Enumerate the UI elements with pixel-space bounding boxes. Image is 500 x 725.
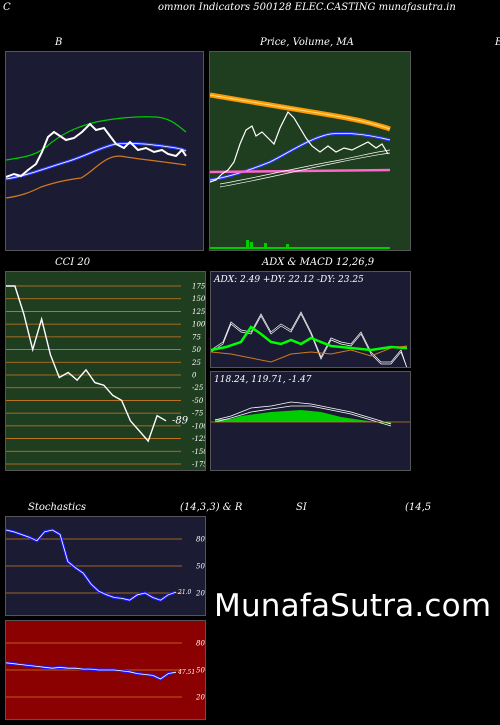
stoch-tick-label: 50: [196, 563, 205, 571]
price-title: Price, Volume, MA: [260, 37, 354, 48]
ma-pink: [209, 168, 391, 174]
cci-tick-label: 125: [192, 308, 205, 316]
adx-minus-di: [210, 313, 408, 369]
bollinger-price-line: [5, 122, 187, 178]
cci-last-value: -89: [172, 415, 189, 426]
cci-tick-label: -100: [192, 422, 205, 430]
watermark: MunafaSutra.com: [214, 588, 492, 624]
cci-tick-label: -175: [192, 461, 205, 469]
rsi-last-value: 47.51: [177, 669, 195, 676]
price-chart: [209, 92, 391, 249]
cci-tick-label: 150: [192, 295, 205, 303]
macd-panel: 118.24, 119.71, -1.47: [210, 371, 411, 471]
bollinger-panel: [5, 51, 204, 251]
cci-tick-label: -150: [192, 448, 205, 456]
bollinger-upper-band: [5, 116, 187, 161]
rsi-tick-label: 80: [196, 640, 205, 648]
macd-signal: [214, 405, 392, 427]
bollinger-title: B: [55, 37, 63, 48]
stoch-title-si: SI: [296, 502, 307, 513]
price-title-3: MA: [336, 37, 354, 48]
page-title: ommon Indicators 500128 ELEC.CASTING mun…: [158, 2, 456, 13]
cci-tick-label: -50: [192, 397, 204, 405]
rsi-panel: 80 50 20 47.51: [5, 620, 206, 720]
volume-bar-2: [250, 242, 253, 249]
cci-panel: 175 150 125 100 75 50 25 0 -25 -50 -75 -100 -125 -150…: [5, 271, 208, 471]
macd-line: [214, 401, 392, 425]
stoch-line-core: [5, 529, 177, 601]
cci-tick-label: 50: [192, 346, 201, 354]
ma-white-thin-2: [219, 152, 391, 188]
rsi-line: [5, 661, 177, 681]
cci-tick-label: 75: [192, 333, 201, 341]
stoch-tick-label: 80: [196, 536, 205, 544]
volume-bar-4: [286, 244, 289, 249]
ma-long-orange: [209, 92, 391, 132]
cci-title: CCI 20: [55, 257, 91, 268]
price-panel: [209, 51, 411, 251]
adx-plus-di: [210, 311, 408, 369]
cci-chart: 175 150 125 100 75 50 25 0 -25 -50 -75 -100 -125 -150…: [6, 283, 208, 469]
stoch-title-left: Stochastics: [28, 502, 86, 513]
bollinger-lower-band: [5, 155, 187, 199]
rsi-line-core: [5, 662, 177, 680]
cci-tick-label: 175: [192, 283, 205, 291]
adx-readout: ADX: 2.49 +DY: 22.12 -DY: 23.25: [214, 275, 364, 285]
cci-tick-label: -75: [192, 410, 204, 418]
stoch-panel: 80 50 20 21.0: [5, 516, 206, 616]
volume-bar-1: [246, 240, 249, 249]
cci-tick-label: -125: [192, 435, 205, 443]
right-letter: E: [495, 37, 500, 48]
cci-tick-label: 0: [192, 372, 197, 380]
adx-panel: ADX: 2.49 +DY: 22.12 -DY: 23.25: [210, 271, 411, 369]
ma-blue: [209, 131, 391, 182]
price-line: [209, 110, 389, 183]
stoch-line: [5, 528, 177, 602]
volume-bars-base: [210, 247, 390, 249]
corner-letter: C: [3, 2, 11, 13]
stoch-tick-label: 20: [195, 590, 205, 598]
price-title-2: Volume,: [292, 37, 334, 48]
macd-readout: 118.24, 119.71, -1.47: [214, 375, 312, 385]
macd-histogram: [215, 410, 391, 424]
ma-long-orange-core: [209, 94, 391, 130]
rsi-tick-label: 50: [196, 667, 205, 675]
cci-tick-label: 25: [191, 359, 201, 367]
cci-tick-label: 100: [192, 321, 205, 329]
cci-tick-label: -25: [192, 384, 204, 392]
adx-orange: [210, 345, 408, 363]
stoch-last-value: 21.0: [177, 589, 192, 596]
rsi-tick-label: 20: [195, 694, 205, 702]
adx-line: [210, 325, 408, 352]
stoch-title-right: (14,5: [405, 502, 432, 513]
volume-bar-3: [264, 243, 267, 249]
macd-chart: [211, 401, 410, 427]
cci-line: [6, 285, 167, 443]
ma-white-thin-1: [219, 149, 391, 185]
adx-title: ADX & MACD 12,26,9: [262, 257, 375, 268]
price-title-1: Price,: [260, 37, 290, 48]
bollinger-chart: [5, 116, 187, 199]
adx-chart: [210, 311, 408, 369]
stoch-title-mid: (14,3,3) & R: [180, 502, 243, 513]
rsi-chart: 80 50 20 47.51: [5, 640, 205, 702]
